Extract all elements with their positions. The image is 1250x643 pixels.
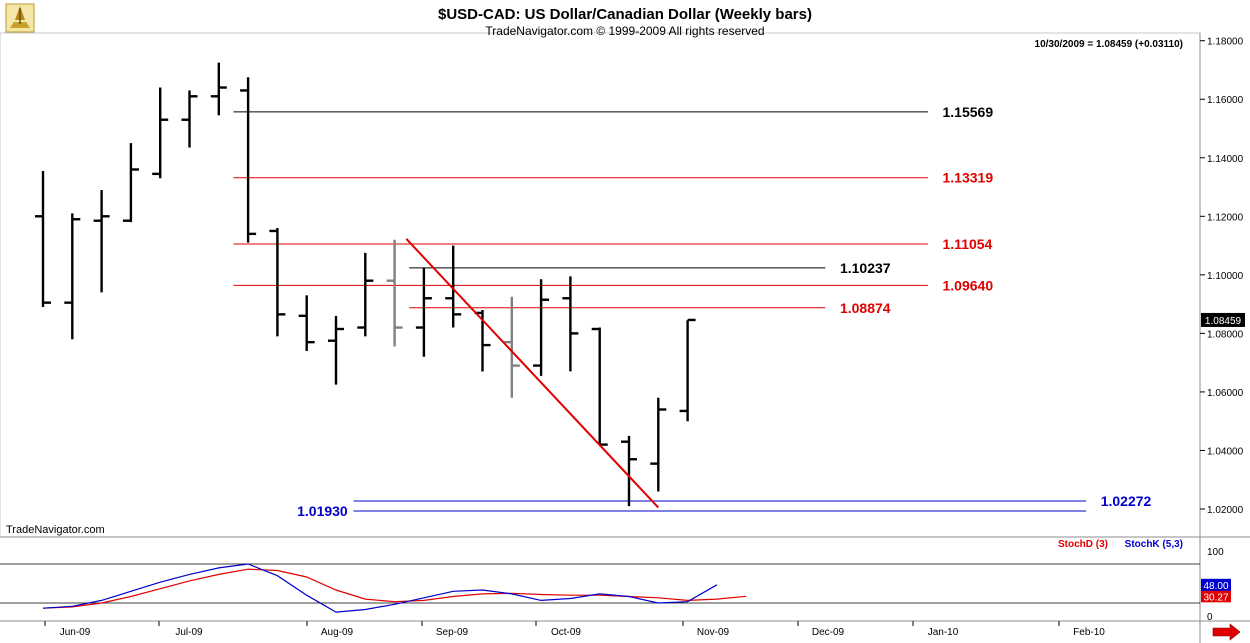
y-tick-label: 1.16000 xyxy=(1207,95,1244,106)
stochastic-panel: 100 0 StochD (3) 30.27 StochK (5,3) 48.00 xyxy=(0,539,1231,623)
ohlc-bar xyxy=(503,296,520,398)
ohlc-bar xyxy=(122,143,139,223)
y-tick-label: 1.06000 xyxy=(1207,388,1244,399)
ohlc-bar xyxy=(591,327,608,446)
x-tick-label: Jun-09 xyxy=(60,627,91,638)
level-label: 1.08874 xyxy=(840,300,891,316)
x-tick-label: Dec-09 xyxy=(812,627,845,638)
last-price-label: 1.08459 xyxy=(1205,316,1242,327)
ohlc-bar xyxy=(64,213,81,340)
fibonacci-levels: 1.15569 1.13319 1.11054 1.10237 1.09640 1.088… xyxy=(233,104,1152,519)
ohlc-bar xyxy=(386,239,403,347)
y-tick-label: 1.10000 xyxy=(1207,271,1244,282)
level-label: 1.15569 xyxy=(943,104,994,120)
trendline xyxy=(405,238,660,509)
ohlc-bar xyxy=(445,245,462,328)
y-tick-label: 1.14000 xyxy=(1207,154,1244,165)
ohlc-bar xyxy=(357,252,374,337)
level-label: 1.02272 xyxy=(1101,493,1152,509)
legend-entry: StochK (5,3) xyxy=(1125,539,1183,550)
ohlc-bar xyxy=(210,62,227,116)
ohlc-bar xyxy=(152,87,169,179)
osc-tick-label: 100 xyxy=(1207,547,1224,558)
series-last-label: 48.00 xyxy=(1203,581,1228,592)
ohlc-bar xyxy=(415,267,432,357)
x-tick-label: Sep-09 xyxy=(436,627,469,638)
series-last-box xyxy=(1201,590,1231,603)
series-last-label: 30.27 xyxy=(1203,592,1228,603)
ohlc-bar xyxy=(650,397,667,492)
level-label: 1.10237 xyxy=(840,260,891,276)
ohlc-bar xyxy=(35,170,51,308)
chart-title: $USD-CAD: US Dollar/Canadian Dollar (Wee… xyxy=(438,6,812,23)
legend-entry: StochD (3) xyxy=(1058,539,1108,550)
ohlc-bar xyxy=(298,295,315,351)
watermark: TradeNavigator.com xyxy=(6,524,105,536)
ohlc-bar xyxy=(621,435,637,507)
price-bars xyxy=(35,62,696,507)
y-tick-label: 1.08000 xyxy=(1207,329,1244,340)
last-price-box xyxy=(1201,312,1245,327)
level-label: 1.13319 xyxy=(943,170,994,186)
price-y-axis: 1.18000 1.16000 1.14000 1.12000 1.10000 1.080… xyxy=(1200,37,1244,516)
x-tick-label: Jul-09 xyxy=(175,627,203,638)
x-tick-label: Jan-10 xyxy=(928,627,959,638)
scroll-right-arrow-icon[interactable] xyxy=(1212,623,1241,641)
y-tick-label: 1.18000 xyxy=(1207,37,1244,48)
x-tick-label: Nov-09 xyxy=(697,627,730,638)
trade-navigator-logo-icon[interactable] xyxy=(5,3,35,33)
series-line xyxy=(42,563,718,613)
y-tick-label: 1.04000 xyxy=(1207,446,1244,457)
last-price-tag: 1.08459 xyxy=(1201,312,1245,327)
ohlc-bar xyxy=(181,90,198,148)
series-last-box xyxy=(1201,578,1231,591)
y-tick-label: 1.12000 xyxy=(1207,212,1244,223)
x-axis: Jun-09 Jul-09 Aug-09 Sep-09 Oct-09 Nov-09 Dec-… xyxy=(44,621,1105,638)
ohlc-bar xyxy=(328,315,344,385)
ohlc-bar xyxy=(269,228,286,337)
ohlc-bar xyxy=(533,279,550,376)
copyright-notice: TradeNavigator.com © 1999-2009 All right… xyxy=(485,24,764,38)
level-label: 1.01930 xyxy=(297,503,348,519)
x-tick-label: Oct-09 xyxy=(551,627,581,638)
last-quote-label: 10/30/2009 = 1.08459 (+0.03110) xyxy=(1035,39,1183,50)
ohlc-bar xyxy=(240,77,257,243)
ohlc-bar xyxy=(562,276,579,372)
trendline-layer xyxy=(405,238,660,509)
level-label: 1.11054 xyxy=(943,236,993,252)
level-label: 1.09640 xyxy=(943,277,994,293)
osc-tick-label: 0 xyxy=(1207,612,1213,623)
ohlc-bar xyxy=(93,189,110,293)
x-tick-label: Feb-10 xyxy=(1073,627,1105,638)
y-tick-label: 1.02000 xyxy=(1207,505,1244,516)
x-tick-label: Aug-09 xyxy=(321,627,354,638)
ohlc-bar xyxy=(679,318,696,422)
